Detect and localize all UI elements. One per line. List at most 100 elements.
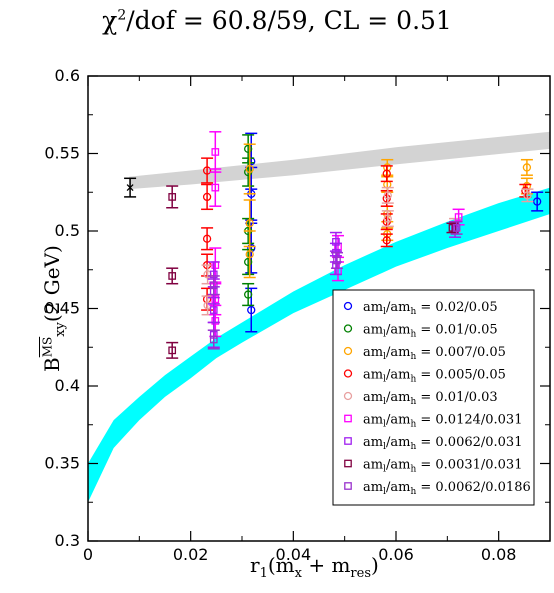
legend-item: aml/amh = 0.01/0.05 [343, 323, 498, 340]
y-tick-label: 0.3 [55, 531, 80, 550]
data-point [521, 188, 534, 203]
legend-item: aml/amh = 0.02/0.05 [343, 300, 498, 317]
legend-marker [343, 346, 353, 356]
point-marker [382, 236, 391, 245]
legend-marker [343, 324, 353, 333]
data-point [242, 248, 255, 276]
legend-item: aml/amh = 0.005/0.05 [343, 368, 506, 385]
point-marker [245, 250, 254, 259]
data-point [242, 282, 255, 307]
data-point [201, 227, 214, 251]
data-point [380, 233, 393, 248]
x-tick-label: 0.08 [481, 545, 517, 564]
plot-area [88, 131, 550, 503]
legend-label: aml/amh = 0.0062/0.0186 [363, 480, 531, 497]
legend-label: aml/amh = 0.01/0.05 [363, 323, 498, 340]
data-point [243, 230, 256, 279]
point-marker [202, 166, 212, 175]
legend-marker [343, 391, 353, 401]
data-point [209, 304, 222, 338]
legend-box [332, 289, 535, 506]
point-marker [209, 281, 218, 290]
point-marker [168, 272, 177, 280]
legend-label: aml/amh = 0.0124/0.031 [363, 413, 522, 430]
legend-marker [344, 414, 352, 423]
point-marker [448, 224, 457, 232]
y-tick-label: 0.6 [55, 66, 80, 85]
extra-point-marker [126, 184, 134, 192]
data-point [520, 158, 533, 176]
point-marker [452, 224, 461, 232]
legend-label: aml/amh = 0.007/0.05 [363, 345, 506, 362]
y-tick-label: 0.5 [55, 221, 80, 240]
point-marker [383, 191, 392, 200]
legend-marker [344, 437, 352, 445]
legend-item: aml/amh = 0.01/0.03 [343, 390, 498, 407]
legend-marker [344, 459, 352, 468]
data-point [243, 143, 256, 195]
x-tick-label: 0.06 [378, 545, 414, 564]
point-marker [333, 256, 341, 265]
point-marker [209, 306, 218, 314]
legend-marker [343, 369, 353, 378]
point-marker [521, 186, 530, 195]
series-6 [209, 131, 465, 338]
point-marker [202, 192, 212, 202]
point-marker [533, 197, 542, 206]
legend-item: aml/amh = 0.0062/0.0186 [344, 480, 531, 497]
data-point [330, 251, 343, 269]
data-point [201, 157, 214, 184]
legend: aml/amh = 0.02/0.05 aml/amh = 0.01/0.05 am… [332, 289, 535, 506]
y-tick-label: 0.35 [44, 454, 80, 473]
point-marker [522, 163, 532, 172]
y-axis-label: BMSxy(2 GeV) [40, 245, 68, 372]
data-point [450, 220, 463, 235]
legend-marker [344, 482, 352, 490]
point-marker [382, 169, 391, 178]
point-marker [523, 191, 532, 200]
point-marker [244, 144, 253, 154]
point-marker [454, 213, 463, 221]
y-tick-label: 0.45 [44, 299, 80, 318]
point-marker [247, 305, 256, 315]
y-tick-label: 0.55 [44, 144, 80, 163]
extra-point [124, 177, 137, 198]
point-marker [244, 257, 253, 267]
data-point [519, 183, 532, 198]
x-axis-label: r1(mx + mres) [250, 553, 379, 581]
point-marker [202, 234, 212, 243]
x-tick-label: 0.02 [173, 545, 209, 564]
y-tick-label: 0.4 [55, 376, 80, 395]
point-marker [168, 346, 177, 355]
data-point [531, 191, 544, 212]
chart-title: χ2/dof = 60.8/59, CL = 0.51 [102, 6, 452, 35]
data-point [381, 186, 394, 204]
series-8 [166, 185, 459, 359]
grey-band [129, 131, 550, 190]
legend-item: aml/amh = 0.0031/0.031 [344, 458, 522, 475]
legend-label: aml/amh = 0.02/0.05 [363, 300, 498, 317]
series-9 [207, 220, 463, 350]
legend-marker [343, 301, 353, 311]
data-point [209, 131, 222, 173]
legend-item: aml/amh = 0.0124/0.031 [344, 413, 522, 430]
cyan-band [88, 187, 550, 503]
legend-label: aml/amh = 0.01/0.03 [363, 390, 498, 407]
point-marker [383, 214, 392, 223]
data-point [166, 267, 179, 285]
point-marker [209, 335, 218, 344]
legend-item: aml/amh = 0.0062/0.031 [344, 435, 522, 452]
data-point [209, 168, 222, 207]
point-marker [211, 295, 220, 304]
point-marker [211, 317, 220, 325]
data-point [207, 329, 220, 350]
data-point [381, 210, 394, 228]
point-marker [168, 193, 177, 201]
point-marker [211, 148, 220, 156]
legend-label: aml/amh = 0.0031/0.031 [363, 458, 522, 475]
point-marker [245, 219, 254, 228]
point-marker [244, 290, 253, 299]
point-marker [245, 164, 254, 174]
legend-item: aml/amh = 0.007/0.05 [343, 345, 506, 362]
